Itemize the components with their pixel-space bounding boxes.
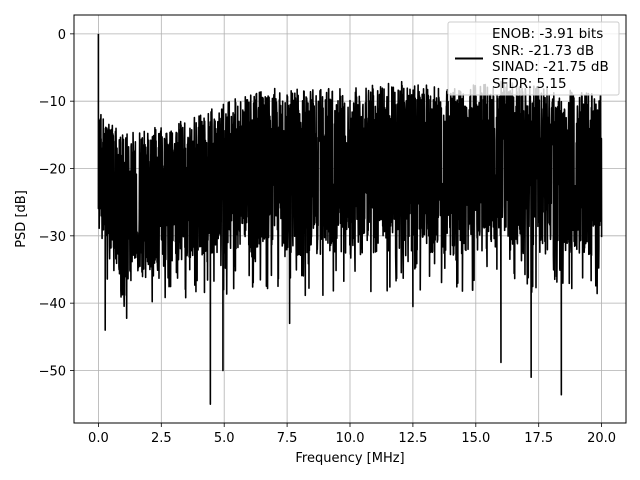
- y-tick-label: 0: [58, 28, 66, 43]
- legend-entry-sinad: SINAD: -21.75 dB: [492, 59, 609, 75]
- x-tick-label: 20.0: [587, 431, 616, 446]
- y-axis-label: PSD [dB]: [14, 190, 29, 248]
- x-tick-label: 0.0: [88, 431, 109, 446]
- y-tick-label: −40: [39, 297, 66, 312]
- legend-entry-sfdr: SFDR: 5.15: [492, 76, 567, 92]
- x-tick-label: 17.5: [524, 431, 553, 446]
- x-tick-label: 5.0: [214, 431, 235, 446]
- legend-box: [447, 21, 620, 96]
- y-axis: 0 −10 −20 −30 −40 −50: [39, 28, 74, 379]
- x-tick-label: 2.5: [151, 431, 172, 446]
- x-tick-label: 10.0: [336, 431, 365, 446]
- y-tick-label: −30: [39, 230, 66, 245]
- y-tick-label: −10: [39, 95, 66, 110]
- y-tick-label: −20: [39, 163, 66, 178]
- x-tick-label: 15.0: [461, 431, 490, 446]
- legend: ENOB: -3.91 bits SNR: -21.73 dB SINAD: -…: [447, 21, 620, 96]
- legend-entry-snr: SNR: -21.73 dB: [492, 43, 594, 59]
- psd-line: [97, 33, 603, 405]
- x-tick-label: 12.5: [398, 431, 427, 446]
- x-axis: 0.0 2.5 5.0 7.5 10.0 12.5 15.0 17.5 20.0: [88, 423, 616, 446]
- x-axis-label: Frequency [MHz]: [295, 451, 404, 466]
- x-tick-label: 7.5: [277, 431, 298, 446]
- y-tick-label: −50: [39, 364, 66, 379]
- series-psd: [97, 33, 603, 405]
- legend-entry-enob: ENOB: -3.91 bits: [492, 26, 603, 42]
